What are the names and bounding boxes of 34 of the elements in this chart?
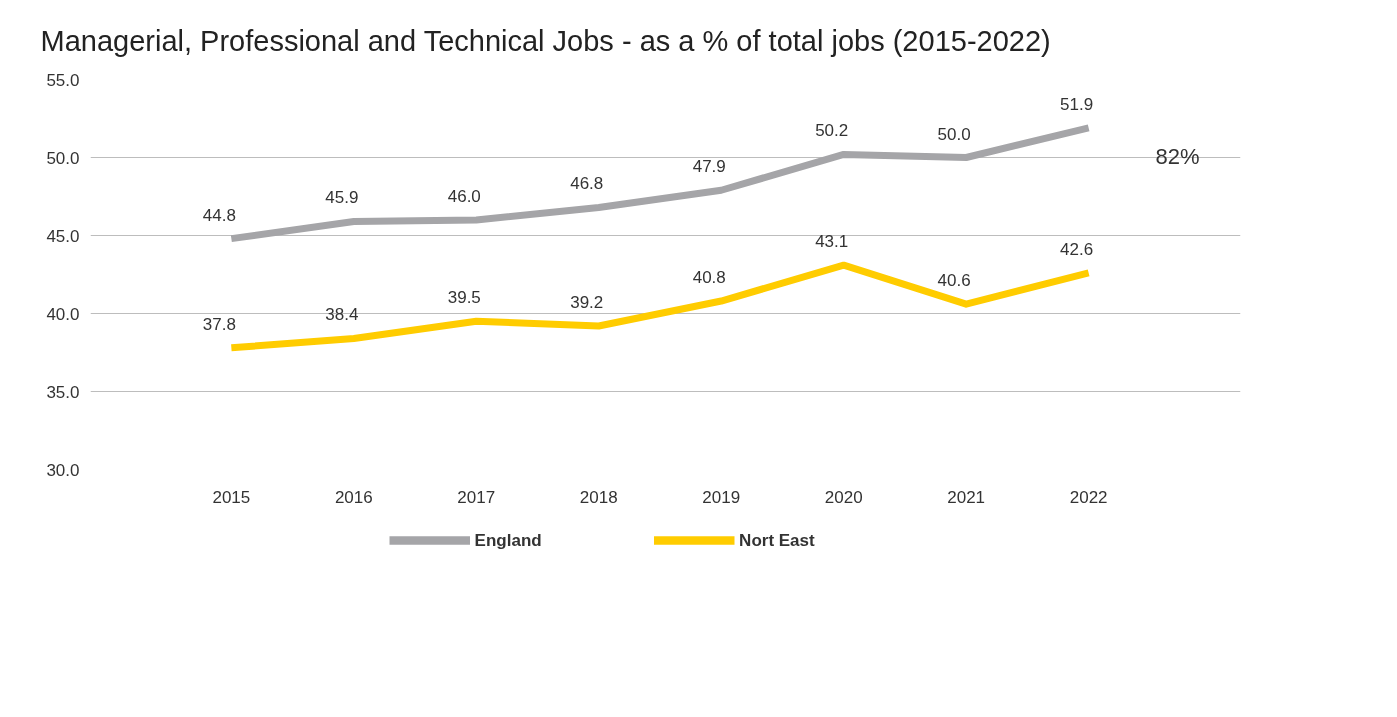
x-tick-label: 2019 bbox=[702, 487, 741, 507]
data-label: 37.8 bbox=[202, 314, 236, 334]
data-label: 46.8 bbox=[570, 174, 604, 194]
data-label: 51.9 bbox=[1060, 94, 1094, 114]
y-tick-label: 55.0 bbox=[46, 70, 80, 90]
data-label: 47.9 bbox=[692, 157, 726, 177]
x-tick-label: 2015 bbox=[212, 487, 251, 507]
data-label: 43.1 bbox=[815, 232, 849, 252]
data-label: 50.0 bbox=[937, 124, 971, 144]
data-label: 38.4 bbox=[325, 305, 359, 325]
x-tick-label: 2018 bbox=[579, 487, 618, 507]
data-label: 44.8 bbox=[202, 205, 236, 225]
chart-title: Managerial, Professional and Technical Jobs - as a % of total jobs (2015-2022) bbox=[40, 25, 1051, 57]
y-tick-label: 40.0 bbox=[46, 304, 80, 324]
x-tick-label: 2017 bbox=[457, 487, 496, 507]
y-tick-label: 30.0 bbox=[46, 460, 80, 480]
data-label: 50.2 bbox=[815, 121, 849, 141]
y-tick-label: 35.0 bbox=[46, 382, 80, 402]
data-label: 40.6 bbox=[937, 271, 971, 291]
x-tick-label: 2022 bbox=[1069, 487, 1108, 507]
legend-label: Nort East bbox=[739, 531, 816, 550]
data-label: 45.9 bbox=[325, 188, 359, 208]
data-label: 39.2 bbox=[570, 292, 604, 312]
annotation: 82% bbox=[1155, 144, 1200, 170]
x-tick-label: 2016 bbox=[334, 487, 373, 507]
data-label: 40.8 bbox=[692, 268, 726, 288]
y-tick-label: 50.0 bbox=[46, 148, 80, 168]
y-tick-label: 45.0 bbox=[46, 226, 80, 246]
x-tick-label: 2021 bbox=[947, 487, 986, 507]
data-label: 42.6 bbox=[1060, 239, 1094, 259]
data-label: 46.0 bbox=[447, 186, 481, 206]
data-label: 39.5 bbox=[447, 288, 481, 308]
x-tick-label: 2020 bbox=[824, 487, 863, 507]
legend-label: England bbox=[474, 531, 542, 550]
